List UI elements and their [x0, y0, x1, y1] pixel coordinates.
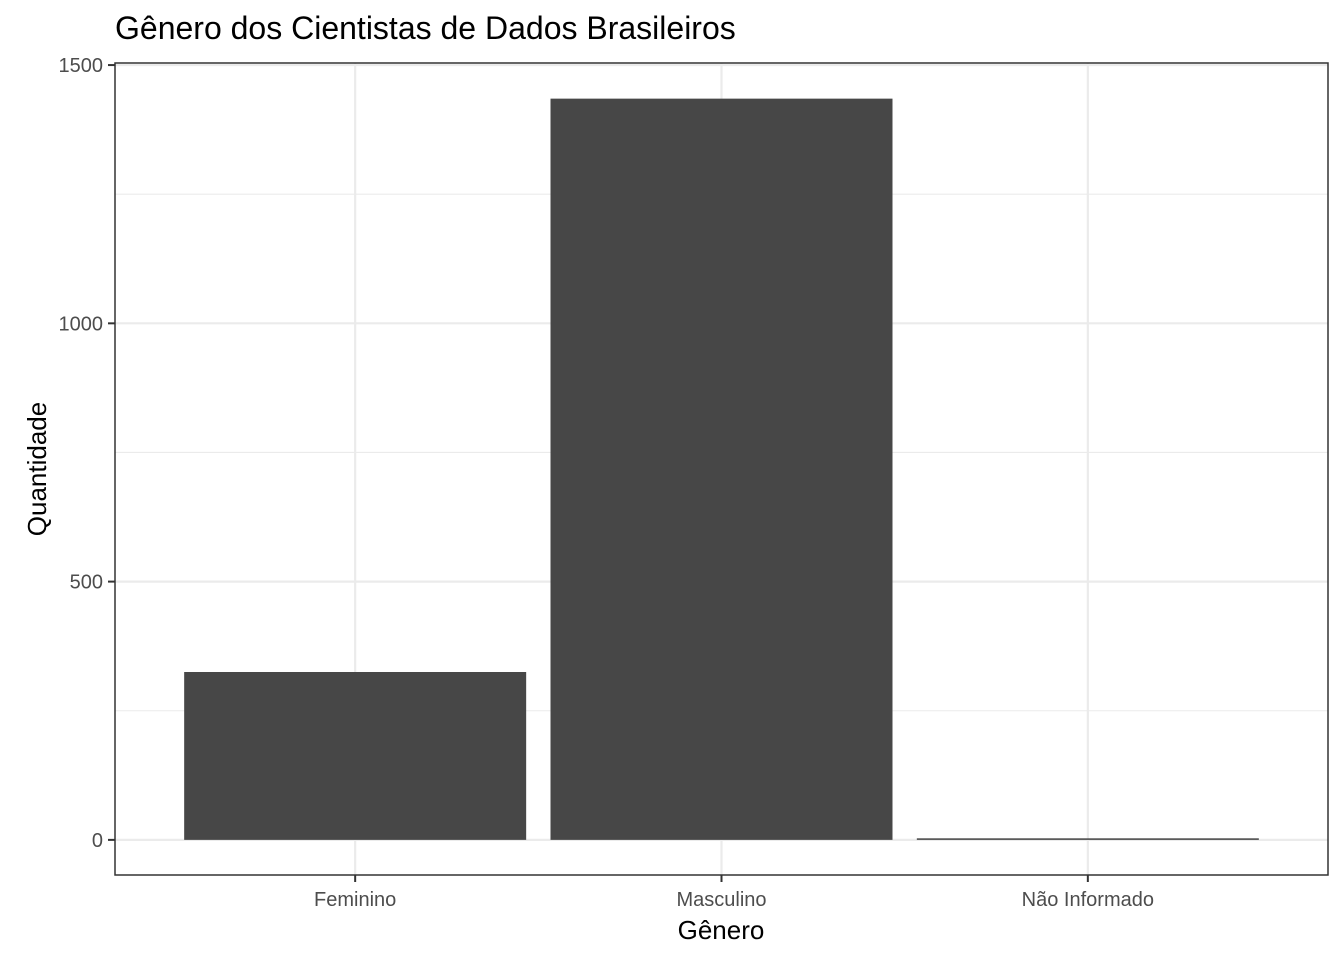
x-tick-label: Não Informado	[1022, 889, 1154, 911]
plot-area: 0 500 1000 1500 Feminino Masculino Não Informa…	[59, 55, 1329, 911]
x-axis-title: Gênero	[678, 915, 765, 945]
bar-feminino	[184, 672, 527, 840]
y-tick-label: 500	[70, 572, 103, 594]
y-tick-label: 1000	[59, 313, 104, 335]
y-tick-label: 1500	[59, 55, 104, 77]
bar-n-o-informado	[916, 838, 1259, 840]
y-tick-label: 0	[92, 830, 103, 852]
y-axis-title: Quantidade	[22, 402, 52, 536]
x-tick-label: Feminino	[314, 889, 396, 911]
bar-masculino	[550, 98, 893, 840]
x-tick-label: Masculino	[676, 889, 766, 911]
chart-title: Gênero dos Cientistas de Dados Brasileir…	[115, 10, 736, 46]
